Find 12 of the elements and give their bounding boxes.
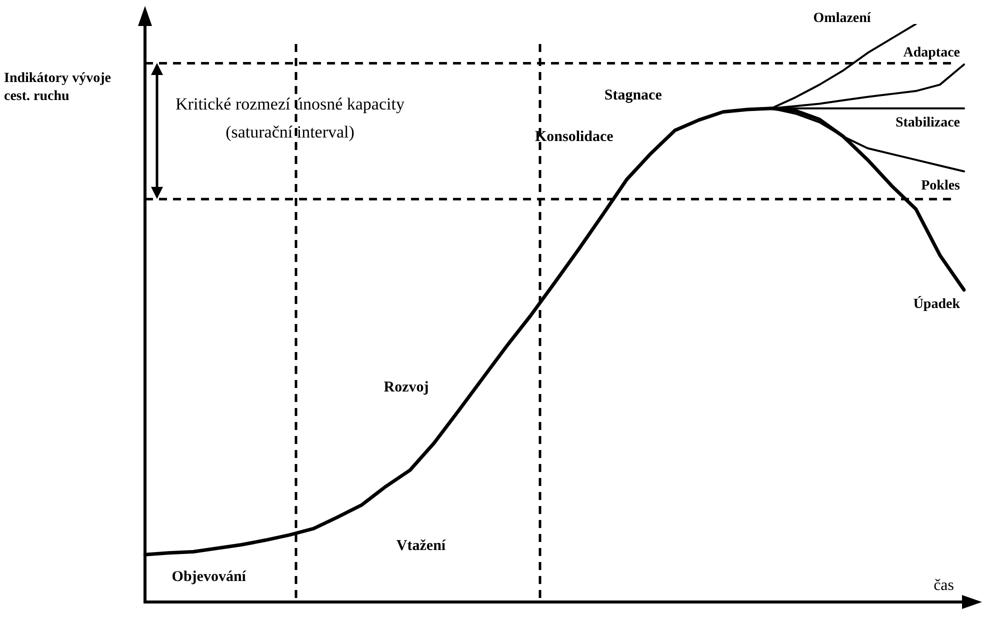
annotation: Vtažení (396, 538, 446, 554)
series-label: Omlazení (813, 11, 872, 26)
series-label: Pokles (921, 178, 961, 194)
annotation: Rozvoj (384, 379, 429, 396)
annotation: Objevování (172, 569, 247, 586)
series-label: Úpadek (913, 294, 960, 312)
annotation: Stagnace (604, 88, 662, 104)
series-label: Adaptace (903, 45, 960, 60)
y-axis-title: Indikátory vývoje cest. ruchu (4, 71, 111, 104)
x-axis-title: čas (934, 577, 954, 594)
series-label: Stabilizace (895, 115, 960, 130)
annotation: Konsolidace (534, 129, 614, 146)
